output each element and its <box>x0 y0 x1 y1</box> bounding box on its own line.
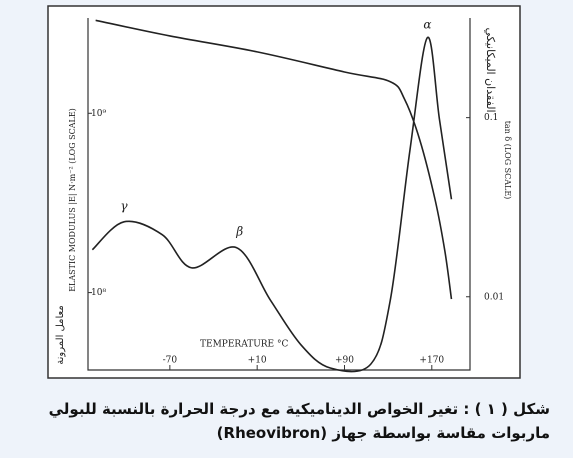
y-tick-label: 10⁹ <box>91 109 106 119</box>
curve <box>95 19 453 300</box>
y2-axis-label: tan δ (LOG SCALE) <box>503 121 512 200</box>
figure-frame <box>47 5 521 379</box>
curve-label: γ <box>120 199 128 213</box>
y2-tick-label: 0.01 <box>484 292 504 302</box>
curve-label: β <box>235 224 243 238</box>
y-axis-label: ELASTIC MODULUS |E| N·m⁻² (LOG SCALE) <box>68 108 77 292</box>
x-tick-label: +170 <box>419 356 444 366</box>
x-tick-label: -70 <box>163 356 178 366</box>
y-tick-label: 10⁸ <box>91 288 106 298</box>
caption-line: شكل ( ١ ) : تغير الخواص الديناميكية مع د… <box>48 400 550 418</box>
axes-frame <box>87 18 471 371</box>
y2-axis-label-ar: الفقدان الميكانيكي <box>484 27 497 112</box>
caption-line: ماربوات مقاسة بواسطة جهاز (Rheovibron) <box>216 424 550 442</box>
x-tick-label: +90 <box>335 356 354 366</box>
curve-label: α <box>423 17 431 31</box>
curve <box>91 36 453 373</box>
x-tick-label: +10 <box>248 356 267 366</box>
y2-tick-label: 0.1 <box>484 113 498 123</box>
y-axis-label-ar: معامل المرونة <box>55 305 66 364</box>
x-axis-label: TEMPERATURE °C <box>200 340 288 350</box>
chart: TEMPERATURE °C ELASTIC MODULUS |E| N·m⁻²… <box>47 5 521 379</box>
